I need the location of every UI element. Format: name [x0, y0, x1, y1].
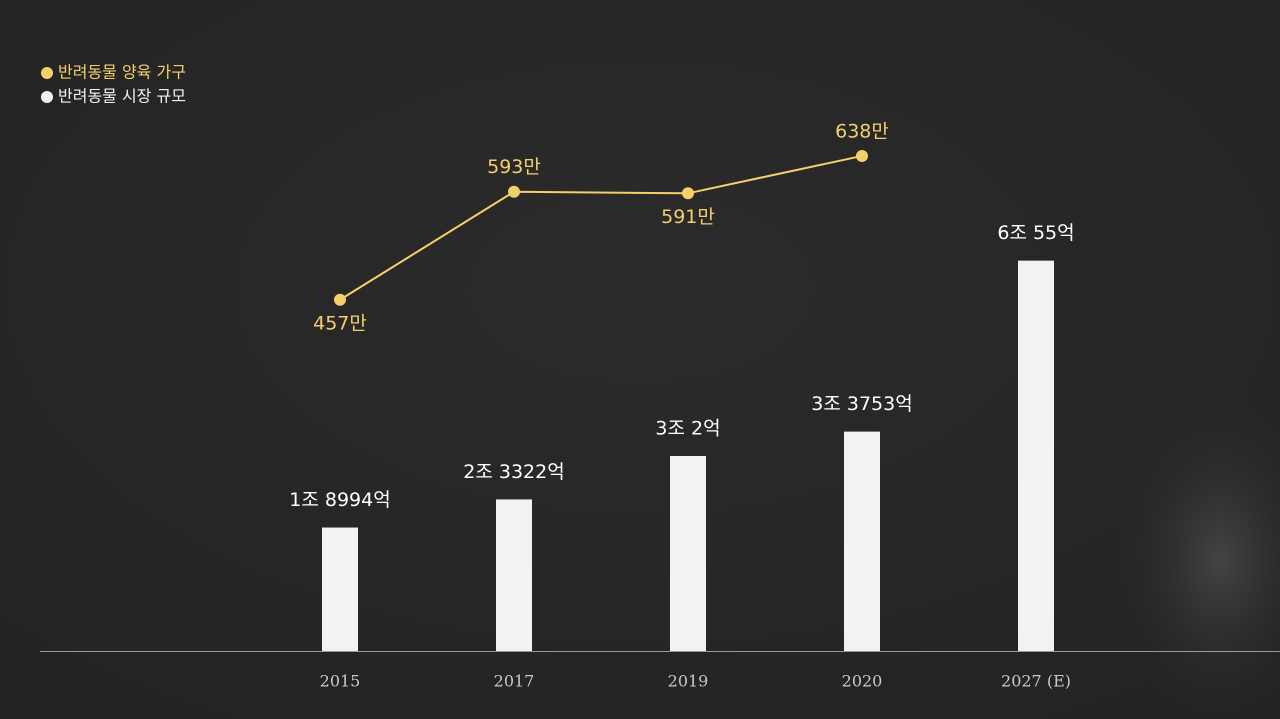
- legend-label: 반려동물 양육 가구: [58, 63, 186, 82]
- bar: [496, 499, 532, 651]
- x-tick-label: 2020: [842, 672, 883, 691]
- line-marker: [334, 293, 346, 306]
- legend-marker: [41, 67, 53, 79]
- x-tick-label: 2019: [668, 672, 709, 691]
- line-marker: [508, 185, 520, 198]
- background-image: [1110, 390, 1280, 719]
- bar: [322, 527, 358, 651]
- bar: [670, 455, 706, 651]
- bar: [844, 431, 880, 651]
- legend-marker: [41, 91, 53, 103]
- data-label: 593만: [487, 156, 541, 178]
- data-label: 591만: [661, 206, 715, 228]
- x-tick-label: 2017: [494, 672, 535, 691]
- data-label: 6조 55억: [997, 222, 1074, 244]
- line-marker: [682, 187, 694, 200]
- data-label: 2조 3322억: [463, 461, 564, 483]
- legend-label: 반려동물 시장 규모: [58, 87, 186, 106]
- data-label: 457만: [313, 312, 367, 334]
- line: [339, 154, 863, 301]
- data-label: 638만: [835, 120, 889, 142]
- data-label: 3조 3753억: [811, 393, 912, 415]
- line-marker: [856, 149, 868, 162]
- data-label: 3조 2억: [655, 417, 720, 439]
- bar: [1018, 260, 1054, 651]
- x-tick-label: 2015: [320, 672, 361, 691]
- data-label: 1조 8994억: [289, 489, 390, 511]
- x-tick-label: 2027 (E): [1001, 672, 1071, 691]
